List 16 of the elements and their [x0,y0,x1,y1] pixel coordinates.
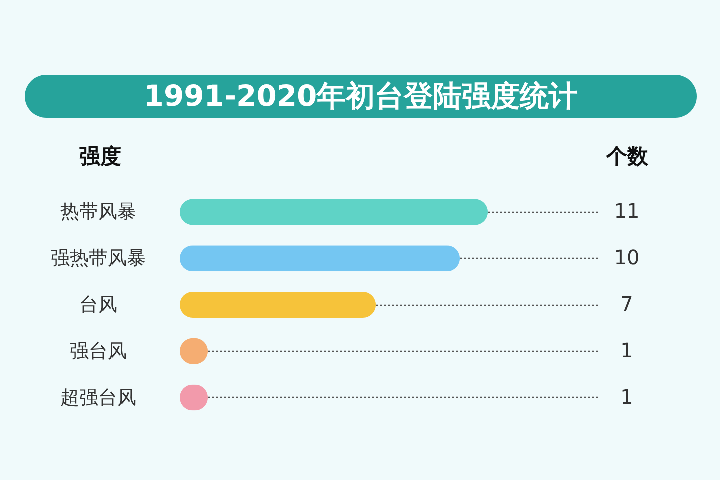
y-tick-label: 强热带风暴 [51,248,146,270]
bar [180,199,488,226]
y-tick-label: 热带风暴 [60,201,136,224]
y-axis-title: 强度 [80,144,122,168]
y-tick-label: 超强台风 [60,386,136,409]
bar [180,246,460,272]
y-tick-label: 强台风 [70,340,127,362]
data-label: 1 [620,338,634,362]
data-label: 1 [620,384,634,409]
bar [180,292,376,318]
chart-title: 1991-2020年初台登陆强度统计 [144,79,578,113]
data-label: 10 [614,246,640,270]
x-axis-title: 个数 [606,144,650,168]
data-label: 7 [620,292,634,316]
data-label: 11 [614,199,640,224]
y-tick-label: 台风 [80,294,118,316]
